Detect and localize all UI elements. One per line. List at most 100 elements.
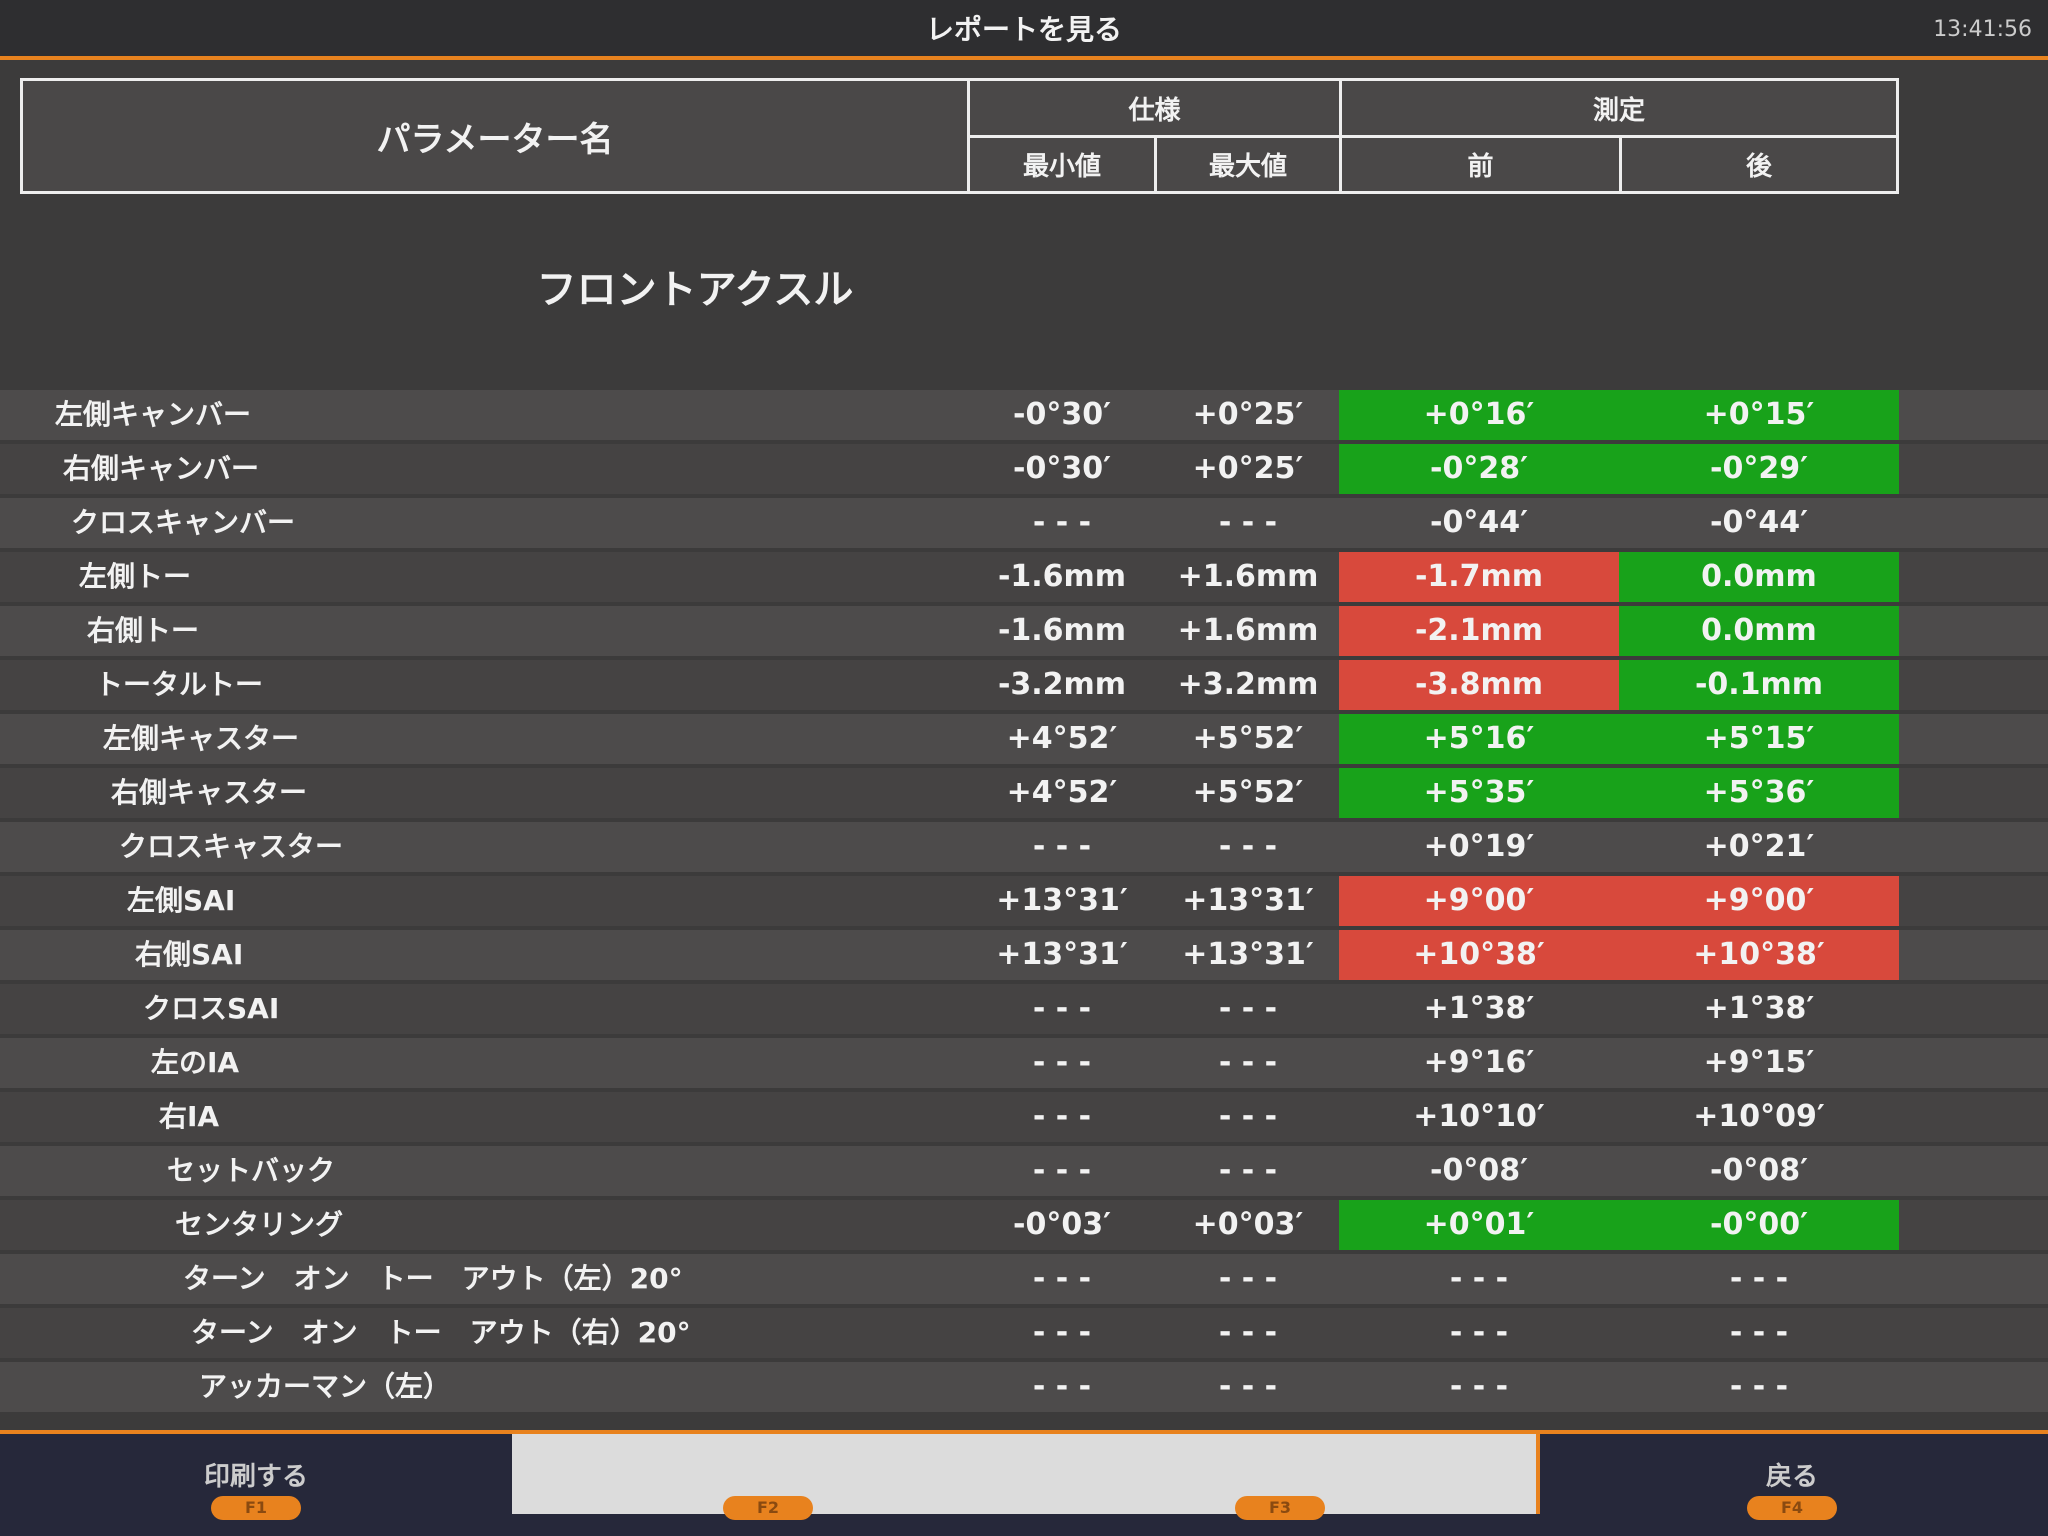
value-min: - - - — [1032, 1369, 1092, 1404]
footer: 印刷する F1 F2 F3 戻る F4 — [0, 1430, 2048, 1536]
value-min: -1.6mm — [997, 613, 1127, 648]
value-max: - - - — [1218, 1261, 1278, 1296]
value-min: -0°30′ — [1013, 397, 1111, 432]
value-min: - - - — [1032, 1153, 1092, 1188]
value-min: -0°30′ — [1013, 451, 1111, 486]
value-after: +0°15′ — [1619, 390, 1899, 440]
value-max: +5°52′ — [1192, 775, 1304, 810]
value-max: +1.6mm — [1177, 559, 1319, 594]
function-key: F1 — [211, 1496, 301, 1520]
value-after: +9°00′ — [1619, 876, 1899, 926]
param-name: クロスSAI — [143, 992, 280, 1025]
screen-title: レポートを見る — [925, 13, 1122, 46]
header-measured: 測定 — [1339, 78, 1899, 138]
value-after: -0°29′ — [1619, 444, 1899, 494]
value-before: +5°35′ — [1339, 768, 1619, 818]
value-before: -2.1mm — [1339, 606, 1619, 656]
function-key: F2 — [723, 1496, 813, 1520]
param-name: 右IA — [159, 1100, 220, 1133]
value-max: +1.6mm — [1177, 613, 1319, 648]
param-name: 左側SAI — [127, 884, 236, 917]
param-name: 右側キャンバー — [63, 452, 260, 485]
footer-button[interactable]: F2 — [512, 1434, 1028, 1520]
value-before: -0°08′ — [1430, 1153, 1528, 1188]
value-before: +1°38′ — [1423, 991, 1535, 1026]
table-row: トータルトー -3.2mm +3.2mm -3.8mm -0.1mm — [0, 660, 2048, 710]
value-min: - - - — [1032, 1315, 1092, 1350]
footer-button[interactable]: 戻る F4 — [1536, 1434, 2048, 1520]
value-before: - - - — [1449, 1315, 1509, 1350]
value-after: - - - — [1729, 1369, 1789, 1404]
value-max: +0°03′ — [1192, 1207, 1304, 1242]
value-min: +13°31′ — [996, 937, 1128, 972]
table-row: 左側トー -1.6mm +1.6mm -1.7mm 0.0mm — [0, 552, 2048, 602]
table-row: 右側キャスター +4°52′ +5°52′ +5°35′ +5°36′ — [0, 768, 2048, 818]
table-row: 左側キャスター +4°52′ +5°52′ +5°16′ +5°15′ — [0, 714, 2048, 764]
param-name: ターン オン トー アウト（左）20° — [183, 1262, 683, 1295]
value-min: +13°31′ — [996, 883, 1128, 918]
table-row: ターン オン トー アウト（左）20° - - - - - - - - - - - - — [0, 1254, 2048, 1304]
value-after: - - - — [1729, 1261, 1789, 1296]
param-name: クロスキャンバー — [71, 506, 296, 539]
value-before: +5°16′ — [1339, 714, 1619, 764]
value-max: +5°52′ — [1192, 721, 1304, 756]
function-key: F3 — [1235, 1496, 1325, 1520]
value-max: +3.2mm — [1177, 667, 1319, 702]
value-before: -0°44′ — [1430, 505, 1528, 540]
header-min: 最小値 — [967, 135, 1157, 194]
param-name: 右側トー — [87, 614, 200, 647]
value-max: - - - — [1218, 829, 1278, 864]
table-row: クロスキャンバー - - - - - - -0°44′ -0°44′ — [0, 498, 2048, 548]
value-max: - - - — [1218, 1099, 1278, 1134]
section-title: フロントアクスル — [536, 267, 854, 313]
footer-button[interactable]: 印刷する F1 — [0, 1434, 516, 1520]
value-min: -0°03′ — [1013, 1207, 1111, 1242]
table-row: 左のIA - - - - - - +9°16′ +9°15′ — [0, 1038, 2048, 1088]
value-after: +10°38′ — [1619, 930, 1899, 980]
param-name: セットバック — [167, 1154, 336, 1187]
value-after: - - - — [1729, 1315, 1789, 1350]
value-min: -3.2mm — [997, 667, 1127, 702]
header-after: 後 — [1619, 135, 1899, 194]
param-name: 左側キャスター — [103, 722, 300, 755]
param-name: ターン オン トー アウト（右）20° — [191, 1316, 691, 1349]
table-row: 右IA - - - - - - +10°10′ +10°09′ — [0, 1092, 2048, 1142]
param-name: 左のIA — [151, 1046, 240, 1079]
footer-button[interactable]: F3 — [1024, 1434, 1540, 1520]
value-before: +10°38′ — [1339, 930, 1619, 980]
value-min: - - - — [1032, 1099, 1092, 1134]
value-before: +0°19′ — [1423, 829, 1535, 864]
header-before: 前 — [1339, 135, 1622, 194]
table-row: クロスキャスター - - - - - - +0°19′ +0°21′ — [0, 822, 2048, 872]
param-name: 左側キャンバー — [55, 398, 252, 431]
value-min: +4°52′ — [1006, 721, 1118, 756]
value-after: +9°15′ — [1703, 1045, 1815, 1080]
param-name: クロスキャスター — [119, 830, 344, 863]
value-before: - - - — [1449, 1369, 1509, 1404]
value-before: - - - — [1449, 1261, 1509, 1296]
table-row: セットバック - - - - - - -0°08′ -0°08′ — [0, 1146, 2048, 1196]
value-before: +0°01′ — [1339, 1200, 1619, 1250]
value-min: - - - — [1032, 1045, 1092, 1080]
value-before: +10°10′ — [1413, 1099, 1545, 1134]
table-row: 左側SAI +13°31′ +13°31′ +9°00′ +9°00′ — [0, 876, 2048, 926]
header-spec: 仕様 — [967, 78, 1342, 138]
table-row: ターン オン トー アウト（右）20° - - - - - - - - - - - - — [0, 1308, 2048, 1358]
value-max: +13°31′ — [1182, 883, 1314, 918]
table-row: 右側トー -1.6mm +1.6mm -2.1mm 0.0mm — [0, 606, 2048, 656]
param-name: アッカーマン（左） — [199, 1370, 452, 1403]
top-bar — [0, 0, 2048, 60]
value-max: - - - — [1218, 505, 1278, 540]
value-after: +0°21′ — [1703, 829, 1815, 864]
value-after: -0.1mm — [1619, 660, 1899, 710]
value-max: +13°31′ — [1182, 937, 1314, 972]
value-max: +0°25′ — [1192, 397, 1304, 432]
param-name: センタリング — [175, 1208, 344, 1241]
value-before: +0°16′ — [1339, 390, 1619, 440]
value-after: +5°36′ — [1619, 768, 1899, 818]
param-name: 右側SAI — [135, 938, 244, 971]
function-key: F4 — [1747, 1496, 1837, 1520]
value-after: +1°38′ — [1703, 991, 1815, 1026]
value-max: - - - — [1218, 991, 1278, 1026]
value-max: - - - — [1218, 1045, 1278, 1080]
